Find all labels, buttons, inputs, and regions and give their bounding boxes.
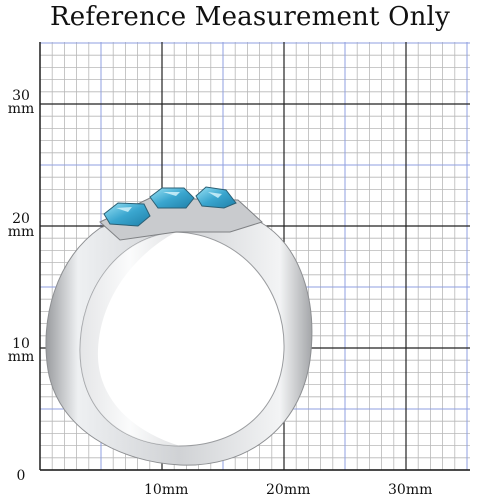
x-tick-10mm: 10mm	[144, 482, 189, 498]
x-tick-30mm: 30mm	[388, 482, 433, 498]
y-tick-unit: mm	[7, 349, 35, 365]
gem-center	[149, 187, 195, 209]
x-tick-20mm: 20mm	[266, 482, 311, 498]
gem-highlight	[208, 192, 222, 198]
ring	[45, 186, 313, 466]
y-tick-zero: 0	[16, 468, 26, 484]
page-title: Reference Measurement Only	[50, 2, 450, 32]
y-tick-value: 10	[12, 336, 30, 352]
gem-highlight	[116, 207, 132, 212]
y-tick-unit: mm	[7, 101, 35, 117]
gem-left	[103, 202, 151, 227]
y-tick-30mm: 30 mm	[4, 88, 38, 117]
y-tick-10mm: 10 mm	[4, 336, 38, 365]
gem-highlight	[163, 192, 180, 196]
y-tick-value: 20	[12, 211, 30, 227]
y-tick-unit: mm	[7, 224, 35, 240]
y-tick-20mm: 20 mm	[4, 211, 38, 240]
gem-right	[195, 186, 237, 209]
y-tick-value: 30	[12, 88, 30, 104]
ring-inner-shading	[80, 232, 180, 446]
